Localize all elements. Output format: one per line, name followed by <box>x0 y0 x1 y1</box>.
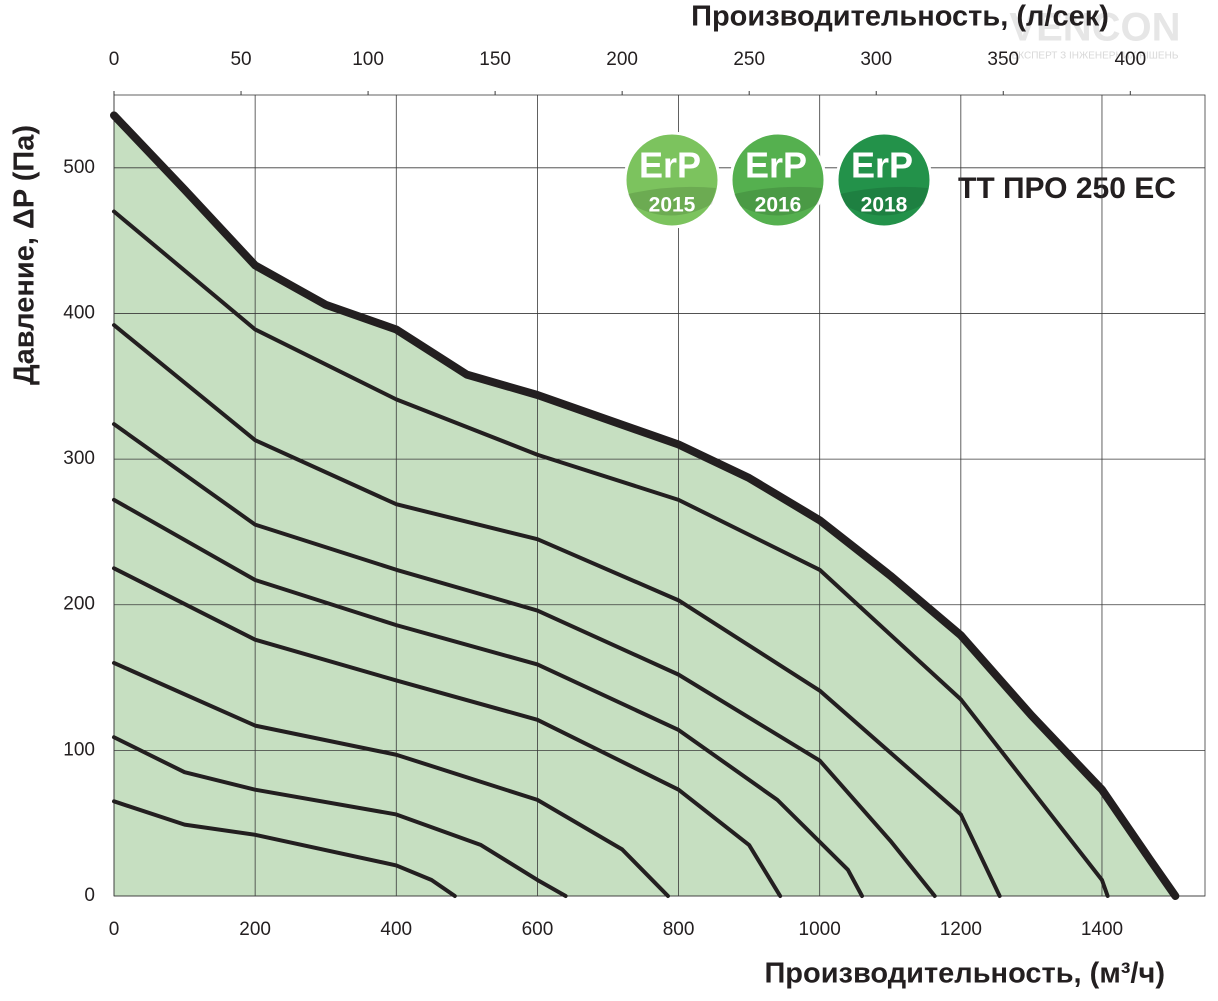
x2-tick-label: 400 <box>1114 49 1146 70</box>
fan-curve <box>112 497 865 898</box>
badge-band <box>840 186 928 216</box>
badge-band <box>734 186 822 216</box>
x2-tick-label: 100 <box>352 49 384 70</box>
y-tick-label: 300 <box>63 448 95 469</box>
model-title: TT ПРО 250 ЕС <box>958 172 1176 205</box>
y-tick-label: 500 <box>63 157 95 178</box>
y-axis-title: Давление, ΔP (Па) <box>9 125 41 385</box>
operating-area <box>114 115 1176 896</box>
watermark: VENCON <box>1009 6 1180 50</box>
badge-year: 2016 <box>755 194 802 217</box>
plot-frame <box>113 94 1206 897</box>
badge-label: ErP <box>639 145 701 186</box>
x2-tick-label: 200 <box>606 49 638 70</box>
y-tick-label: 100 <box>63 739 95 760</box>
y-tick-label: 0 <box>84 885 95 906</box>
x2-tick-label: 0 <box>109 49 120 70</box>
x-tick-label: 200 <box>239 919 271 940</box>
badge-year: 2018 <box>861 194 908 217</box>
x-tick-label: 600 <box>522 919 554 940</box>
x-tick-label: 1400 <box>1081 919 1123 940</box>
plot-layer <box>113 95 1205 897</box>
x2-tick-label: 150 <box>479 49 511 70</box>
x2-tick-label: 50 <box>230 49 251 70</box>
x2-tick-label: 300 <box>860 49 892 70</box>
badge-circle <box>623 131 721 229</box>
x-tick-label: 1000 <box>799 919 841 940</box>
watermark-subtitle: ЕКСПЕРТ З ІНЖЕНЕРНИХ РІШЕНЬ <box>1012 51 1179 62</box>
y-tick-label: 200 <box>63 594 95 615</box>
x2-axis-title: Производительность, (л/сек) <box>691 1 1109 33</box>
badge-label: ErP <box>745 145 807 186</box>
x-tick-label: 1200 <box>940 919 982 940</box>
x-axis-title: Производительность, (м³/ч) <box>764 958 1165 990</box>
fan-curve <box>112 799 457 898</box>
badge-circle <box>729 131 827 229</box>
fan-curve <box>112 422 937 898</box>
badge-circle <box>835 131 933 229</box>
x2-tick-label: 250 <box>733 49 765 70</box>
x-tick-label: 0 <box>109 919 120 940</box>
fan-curve <box>110 111 1180 900</box>
badge-label: ErP <box>851 145 913 186</box>
fan-curve <box>112 735 568 898</box>
fan-curve <box>112 209 1110 898</box>
x-tick-label: 800 <box>663 919 695 940</box>
fan-curve <box>112 566 783 898</box>
badge-year: 2015 <box>649 194 696 217</box>
fan-curve <box>112 660 670 898</box>
badge-band <box>628 186 716 216</box>
x-tick-label: 400 <box>380 919 412 940</box>
x2-tick-label: 350 <box>987 49 1019 70</box>
y-tick-label: 400 <box>63 302 95 323</box>
fan-curve <box>112 323 1002 898</box>
